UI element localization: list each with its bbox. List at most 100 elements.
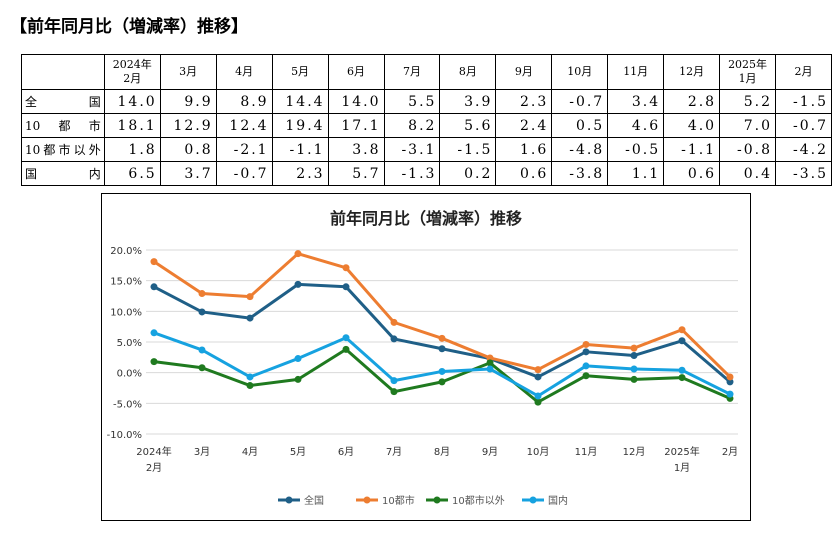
- data-point: [150, 358, 158, 366]
- data-point: [726, 373, 734, 381]
- data-point: [342, 283, 350, 291]
- table-cell: -0.7: [215, 161, 273, 186]
- table-cell: -4.8: [551, 137, 609, 162]
- data-point: [678, 326, 686, 334]
- table-cell: 14.0: [103, 89, 161, 114]
- legend-label: 10都市以外: [452, 494, 505, 507]
- data-point: [198, 290, 206, 298]
- data-point: [582, 340, 590, 348]
- table-cell: -2.1: [215, 137, 273, 162]
- x-tick-label: 2025年: [664, 445, 699, 458]
- table-cell: -0.7: [551, 89, 609, 114]
- x-tick-label: 7月: [386, 446, 402, 458]
- table-cell: -1.1: [271, 137, 329, 162]
- data-point: [438, 334, 446, 342]
- table-cell: 18.1: [103, 113, 161, 138]
- x-tick-label: 2月: [146, 462, 162, 474]
- y-tick-label: 5.0%: [117, 338, 142, 349]
- table-cell: 5.5: [383, 89, 441, 114]
- table-cell: 1.1: [607, 161, 665, 186]
- y-tick-label: -10.0%: [107, 430, 142, 441]
- y-tick-label: 15.0%: [110, 277, 142, 288]
- data-point: [678, 374, 686, 382]
- data-point: [294, 375, 302, 383]
- table-cell: 5.7: [327, 161, 385, 186]
- table-cell: 0.5: [551, 113, 609, 138]
- data-point: [582, 362, 590, 370]
- column-header: 9月: [495, 54, 553, 90]
- legend-marker: [529, 496, 537, 504]
- column-header: 4月: [215, 54, 273, 90]
- table-cell: 0.6: [495, 161, 553, 186]
- x-tick-label: 11月: [575, 446, 598, 458]
- y-tick-label: 10.0%: [110, 307, 142, 318]
- data-point: [150, 258, 158, 266]
- table-cell: 9.9: [159, 89, 217, 114]
- chart: 前年同月比（増減率）推移 20.0% 15.0% 10.0% 5.0% 0.0% -5.0%…: [101, 193, 751, 521]
- table-cell: -0.7: [775, 113, 832, 138]
- legend-label: 全国: [304, 494, 324, 507]
- data-point: [486, 365, 494, 373]
- data-point: [438, 378, 446, 386]
- table-cell: -3.8: [551, 161, 609, 186]
- legend-marker: [363, 496, 371, 504]
- data-point: [342, 345, 350, 353]
- data-point: [390, 335, 398, 343]
- table-cell: 8.9: [215, 89, 273, 114]
- x-tick-label: 2024年: [136, 445, 171, 458]
- table-cell: -1.5: [775, 89, 832, 114]
- x-tick-label: 4月: [242, 446, 258, 458]
- table-cell: 1.6: [495, 137, 553, 162]
- x-tick-label: 2月: [722, 446, 738, 458]
- data-point: [342, 264, 350, 272]
- table-cell: 2.8: [663, 89, 721, 114]
- table-cell: -0.8: [719, 137, 777, 162]
- data-point: [630, 375, 638, 383]
- data-point: [246, 314, 254, 322]
- column-header: 2月: [775, 54, 832, 90]
- data-point: [390, 318, 398, 326]
- table-cell: 2.3: [495, 89, 553, 114]
- data-point: [534, 366, 542, 374]
- table-cell: -1.1: [663, 137, 721, 162]
- table-cell: 0.6: [663, 161, 721, 186]
- table-cell: 0.8: [159, 137, 217, 162]
- legend-marker: [433, 496, 441, 504]
- table-cell: 19.4: [271, 113, 329, 138]
- table-cell: -3.1: [383, 137, 441, 162]
- x-tick-label: 1月: [674, 462, 690, 474]
- data-point: [294, 355, 302, 363]
- table-cell: -1.3: [383, 161, 441, 186]
- data-point: [630, 344, 638, 352]
- data-point: [198, 364, 206, 372]
- x-tick-label: 6月: [338, 446, 354, 458]
- data-point: [678, 366, 686, 374]
- data-point: [246, 382, 254, 390]
- column-header: 5月: [271, 54, 329, 90]
- table-cell: 14.4: [271, 89, 329, 114]
- x-tick-label: 5月: [290, 446, 306, 458]
- table-cell: -4.2: [775, 137, 832, 162]
- data-point: [486, 359, 494, 367]
- y-tick-label: -5.0%: [113, 399, 142, 410]
- table-cell: 17.1: [327, 113, 385, 138]
- column-header: 8月: [439, 54, 497, 90]
- row-label: 国内: [21, 161, 105, 186]
- column-header: 6月: [327, 54, 385, 90]
- column-header: 11月: [607, 54, 665, 90]
- table-cell: 3.8: [327, 137, 385, 162]
- table-cell: 4.6: [607, 113, 665, 138]
- y-tick-label: 20.0%: [110, 246, 142, 257]
- data-point: [438, 345, 446, 353]
- table-cell: 1.8: [103, 137, 161, 162]
- data-point: [534, 392, 542, 400]
- data-point: [294, 280, 302, 288]
- x-tick-label: 10月: [527, 446, 550, 458]
- data-point: [198, 308, 206, 316]
- data-point: [630, 351, 638, 359]
- column-header: 2025年 1月: [719, 54, 777, 90]
- data-point: [342, 334, 350, 342]
- table-cell: 12.9: [159, 113, 217, 138]
- table-cell: 3.4: [607, 89, 665, 114]
- column-header: 7月: [383, 54, 441, 90]
